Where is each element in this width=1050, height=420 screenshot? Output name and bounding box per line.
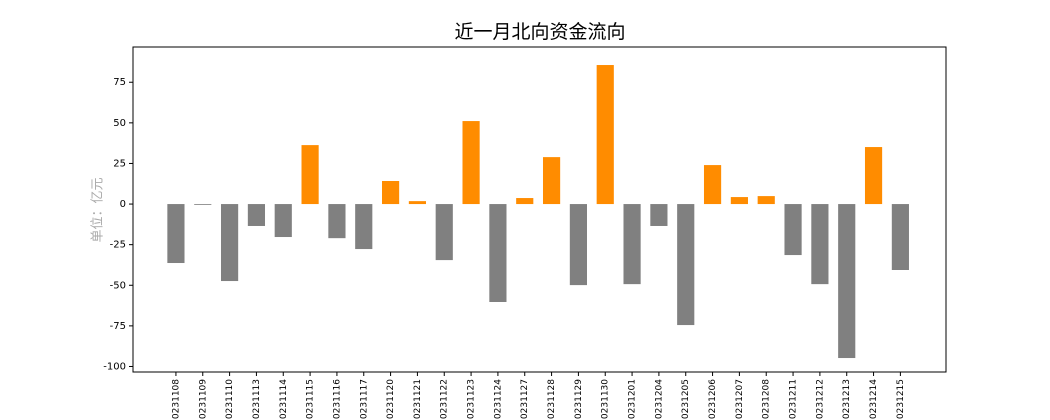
x-tick-label: 20231110 [225, 379, 235, 420]
y-tick-label: 75 [113, 77, 126, 88]
bar [703, 165, 722, 205]
x-tick-label: 20231129 [574, 379, 584, 420]
x-tick-label: 20231207 [735, 379, 745, 420]
bar [381, 180, 400, 205]
x-tick-label: 20231204 [654, 379, 664, 420]
x-tick-label: 20231213 [842, 379, 852, 420]
x-tick-label: 20231211 [789, 379, 799, 420]
bar [167, 204, 185, 264]
bar [516, 198, 534, 205]
x-tick-label: 20231109 [198, 379, 208, 420]
bar [677, 204, 695, 326]
bar [247, 204, 266, 226]
x-tick-label: 20231117 [359, 379, 369, 420]
y-tick-label: 25 [113, 158, 126, 169]
bar [864, 147, 883, 205]
x-tick-label: 20231113 [252, 379, 262, 420]
x-tick-label: 20231115 [306, 379, 316, 420]
bar [730, 197, 748, 205]
y-tick-label: 0 [120, 199, 126, 210]
x-tick-label: 20231123 [467, 379, 477, 420]
x-tick-label: 20231205 [681, 379, 691, 420]
bar [355, 204, 373, 250]
x-tick-label: 20231130 [601, 379, 611, 420]
x-tick-label: 20231127 [520, 379, 530, 420]
x-tick-label: 20231122 [440, 379, 450, 420]
bar [221, 204, 239, 282]
x-tick-label: 20231114 [279, 379, 289, 420]
y-axis-label: 单位：亿元 [91, 177, 106, 242]
bar [838, 204, 856, 359]
bar [194, 204, 212, 205]
bar [757, 196, 775, 205]
x-tick-label: 20231121 [413, 379, 423, 420]
x-tick-label: 20231108 [171, 379, 181, 420]
x-tick-label: 20231201 [628, 379, 638, 420]
bar [301, 145, 319, 205]
bar [569, 204, 587, 286]
bar [650, 204, 668, 226]
bar [784, 204, 802, 256]
x-tick-label: 20231206 [708, 379, 718, 420]
bar [891, 204, 909, 271]
bar [435, 204, 453, 261]
bar [596, 65, 614, 205]
chart-title: 近一月北向资金流向 [454, 21, 625, 43]
y-tick-label: -75 [110, 321, 126, 332]
x-tick-label: 20231128 [547, 379, 557, 420]
bar [811, 204, 829, 285]
x-tick-label: 20231212 [815, 379, 825, 420]
bar [623, 204, 641, 285]
bar [408, 201, 427, 205]
bar [462, 121, 480, 205]
y-tick-label: -100 [103, 361, 126, 372]
x-tick-label: 20231116 [332, 379, 342, 420]
y-tick-label: 50 [113, 118, 126, 129]
bar [274, 204, 292, 238]
x-tick-label: 20231215 [896, 379, 906, 420]
y-tick-label: -50 [110, 280, 126, 291]
x-tick-label: 20231124 [493, 379, 503, 420]
bar [489, 204, 507, 302]
x-tick-label: 20231208 [762, 379, 772, 420]
plot-frame [132, 46, 947, 373]
x-tick-label: 20231120 [386, 379, 396, 420]
x-tick-label: 20231214 [869, 379, 879, 420]
y-tick-label: -25 [110, 240, 126, 251]
bar [328, 204, 346, 239]
bar [542, 157, 561, 205]
